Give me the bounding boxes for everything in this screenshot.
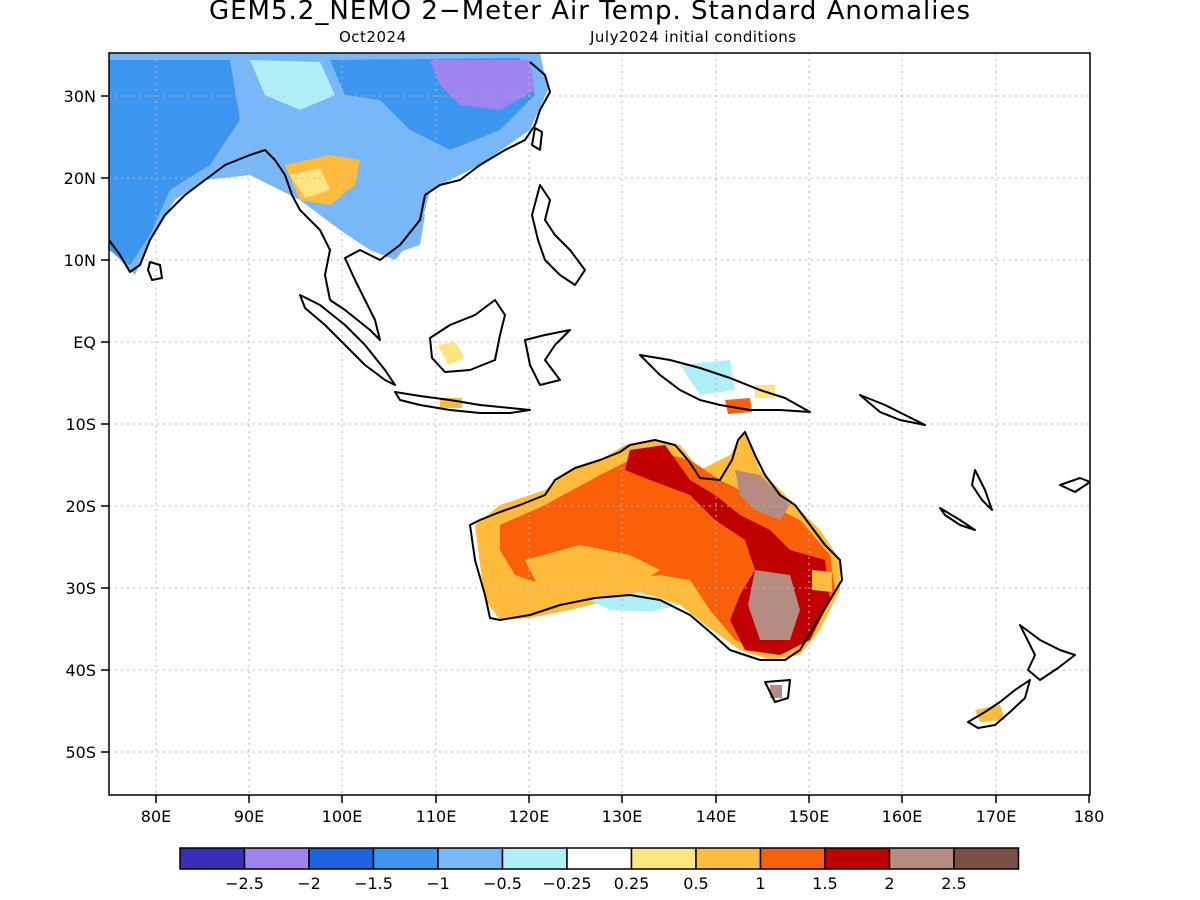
colorbar-swatch (888, 847, 955, 870)
lat-label: 30N (64, 87, 96, 106)
lon-label: 160E (882, 807, 923, 826)
lat-label: 20S (65, 497, 96, 516)
australia-midwest-weak (525, 545, 660, 595)
lon-label: 110E (416, 807, 457, 826)
coast-vanuatu (971, 469, 993, 511)
lat-label: EQ (73, 333, 96, 352)
colorbar-tick-label: 2 (884, 874, 894, 893)
himalaya-neutral (250, 60, 335, 110)
coast-tasmania (764, 679, 791, 703)
lon-label: 170E (976, 807, 1017, 826)
coast-new-caledonia (939, 507, 976, 531)
coast-sulawesi (524, 329, 571, 386)
lat-ticks (101, 95, 109, 753)
lon-label: 180 (1074, 807, 1105, 826)
colorbar-tick-label: −1.5 (354, 874, 393, 893)
colorbar-swatch (243, 847, 310, 870)
nsw-coast-warm (812, 570, 832, 592)
lat-label: 50S (65, 743, 96, 762)
china-strong-cool (430, 60, 535, 110)
colorbar-tick-label: −2.5 (225, 874, 264, 893)
colorbar-tick-label: −2 (297, 874, 321, 893)
coastlines (109, 61, 1090, 729)
colorbar-tick-label: −0.5 (483, 874, 522, 893)
lat-label: 40S (65, 661, 96, 680)
colorbar-tick-label: 0.5 (683, 874, 708, 893)
colorbar-tick-label: 0.25 (614, 874, 650, 893)
lon-label: 150E (789, 807, 830, 826)
lon-label: 100E (322, 807, 363, 826)
colorbar-swatch (437, 847, 504, 870)
lon-label: 90E (234, 807, 264, 826)
colorbar-tick-label: 1 (755, 874, 765, 893)
tasmania-highest (770, 685, 782, 698)
lat-label: 10N (64, 251, 96, 270)
colorbar-swatch (630, 847, 697, 870)
png-cool (680, 360, 735, 395)
colorbar-swatch (759, 847, 826, 870)
coast-solomons (859, 394, 926, 426)
nz-warm (975, 705, 1005, 722)
coast-philippines (531, 184, 586, 286)
anomaly-fill (109, 53, 1005, 722)
lon-labels: 80E 90E 100E 110E 120E 130E 140E 150E 16… (141, 807, 1105, 826)
australia-east-highest (735, 470, 790, 520)
coast-taiwan (531, 127, 543, 151)
coast-nz-north (1019, 624, 1076, 681)
indochina-cool (340, 180, 425, 255)
lon-label: 130E (602, 807, 643, 826)
coast-australia (469, 431, 843, 661)
lon-label: 120E (509, 807, 550, 826)
coast-indochina (329, 61, 551, 341)
india-cool-region (109, 60, 240, 265)
colorbar-swatch (501, 847, 568, 870)
lon-label: 140E (696, 807, 737, 826)
colorbar: −2.5 −2 −1.5 −1 −0.5 −0.25 0.25 0.5 1 1.5 2 2.5 (179, 847, 1020, 893)
coast-new-guinea (639, 354, 811, 413)
lat-label: 10S (65, 415, 96, 434)
lon-ticks (155, 795, 1090, 803)
coast-sumatra (299, 294, 396, 386)
colorbar-swatch (308, 847, 375, 870)
colorbar-tick-label: 2.5 (941, 874, 966, 893)
lon-label: 80E (141, 807, 171, 826)
myanmar-weak-warm (290, 168, 330, 198)
coast-borneo (429, 299, 506, 373)
lat-labels: 30N 20N 10N EQ 10S 20S 30S 40S 50S (64, 87, 96, 762)
map-title: GEM5.2_NEMO 2−Meter Air Temp. Standard A… (208, 0, 972, 26)
graticule (109, 53, 1090, 795)
borneo-warm (438, 342, 465, 365)
colorbar-tick-label: −0.25 (542, 874, 591, 893)
colorbar-tick-label: −1 (426, 874, 450, 893)
coast-java (394, 391, 531, 414)
lat-label: 30S (65, 579, 96, 598)
colorbar-swatch (953, 847, 1020, 870)
colorbar-swatch (179, 847, 246, 870)
colorbar-tick-label: 1.5 (812, 874, 837, 893)
colorbar-swatch (566, 847, 633, 870)
coast-fiji (1059, 477, 1090, 493)
forecast-month: Oct2024 (339, 28, 407, 46)
initial-conditions: July2024 initial conditions (590, 28, 797, 46)
coast-sri-lanka (147, 261, 163, 281)
lat-label: 20N (64, 169, 96, 188)
colorbar-swatch (824, 847, 891, 870)
coast-nz-south (967, 679, 1031, 729)
colorbar-swatch (695, 847, 762, 870)
coast-india (109, 149, 331, 301)
colorbar-swatch (372, 847, 439, 870)
